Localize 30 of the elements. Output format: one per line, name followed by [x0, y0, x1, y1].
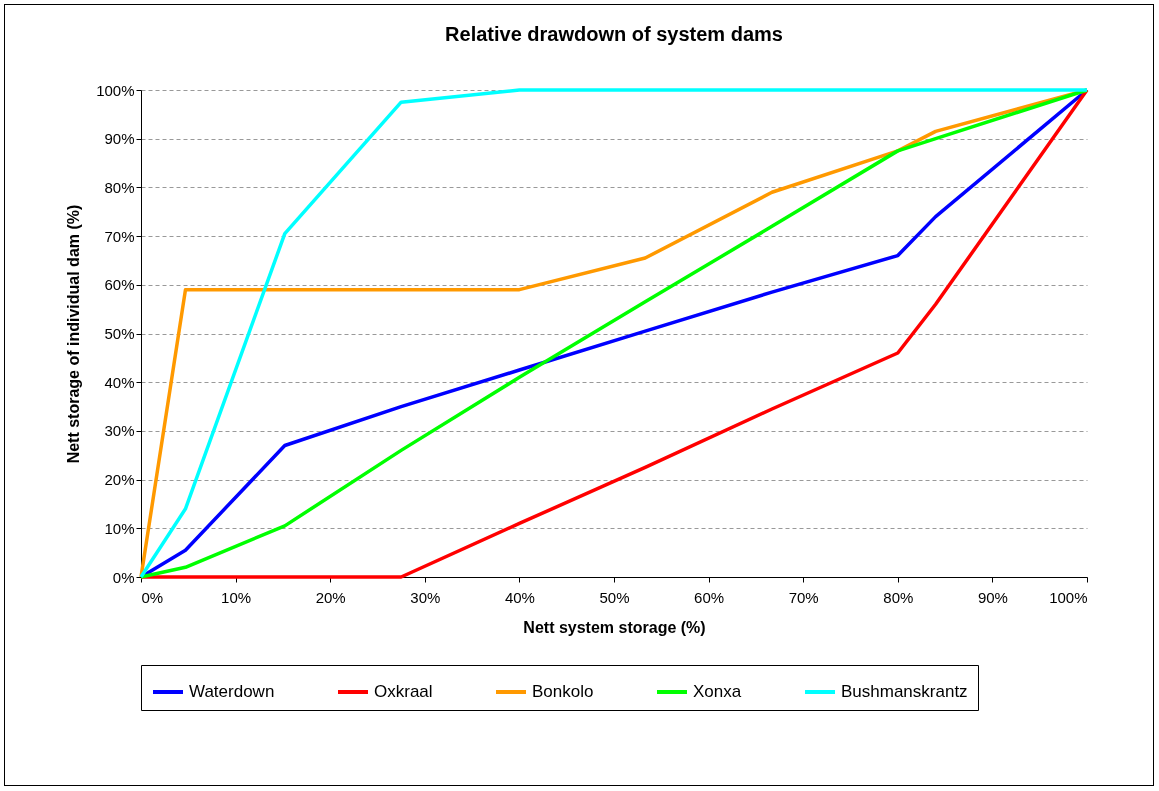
x-tick-label: 40%	[504, 588, 535, 606]
y-tick-label: 50%	[104, 325, 135, 342]
x-tick-label: 100%	[1049, 588, 1088, 606]
y-tick-label: 100%	[96, 81, 135, 99]
y-tick-label: 70%	[104, 227, 135, 245]
legend-label: Bonkolo	[532, 682, 594, 701]
y-tick-label: 60%	[104, 276, 135, 294]
y-tick-label: 10%	[104, 519, 135, 537]
legend-label: Oxkraal	[374, 682, 433, 701]
y-axis-title: Nett storage of individual dam (%)	[65, 204, 83, 464]
y-tick-label: 80%	[104, 178, 135, 196]
x-tick-label: 10%	[221, 588, 252, 606]
x-tick-label: 0%	[141, 588, 164, 606]
x-tick-label: 80%	[883, 588, 914, 606]
y-tick-label: 0%	[112, 568, 135, 586]
chart-title: Relative drawdown of system dams	[445, 23, 783, 45]
x-axis-title: Nett system storage (%)	[523, 618, 706, 636]
y-tick-label: 20%	[104, 471, 135, 489]
x-tick-label: 90%	[977, 588, 1008, 606]
y-tick-label: 90%	[104, 130, 135, 148]
legend-label: Waterdown	[189, 682, 275, 701]
legend-label: Bushmanskrantz	[841, 682, 968, 701]
x-tick-label: 20%	[315, 588, 346, 606]
x-tick-label: 30%	[410, 588, 441, 606]
x-tick-label: 70%	[788, 588, 819, 606]
y-tick-label: 40%	[104, 373, 135, 391]
x-tick-label: 60%	[694, 588, 725, 606]
y-tick-label: 30%	[104, 422, 135, 440]
x-tick-label: 50%	[599, 588, 630, 606]
legend-label: Xonxa	[693, 682, 742, 701]
